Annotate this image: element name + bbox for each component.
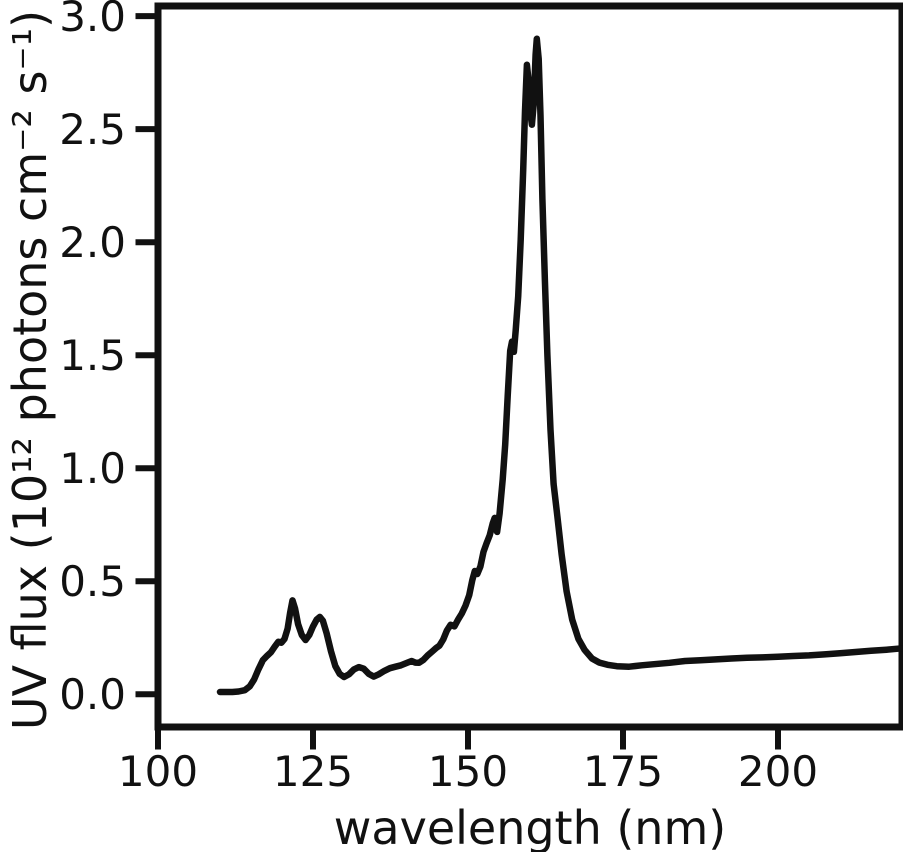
y-axis-label: UV flux (10¹² photons cm⁻² s⁻¹) — [3, 10, 57, 730]
x-tick-label: 150 — [428, 747, 508, 796]
y-tick-label: 0.5 — [59, 557, 126, 606]
y-tick-label: 0.0 — [59, 670, 126, 719]
spectrum-line — [216, 35, 903, 696]
x-tick-label: 125 — [273, 747, 353, 796]
y-tick-label: 3.0 — [59, 0, 126, 41]
plot-border — [154, 2, 903, 731]
x-tick-label: 200 — [738, 747, 818, 796]
y-tick-label: 2.5 — [59, 105, 126, 154]
x-tick-label: 175 — [583, 747, 663, 796]
plot-area: 100 125 150 175 200 0.0 0.5 1.0 1.5 2.0 2.5 3.0 — [59, 0, 903, 796]
x-tick-label: 100 — [118, 747, 198, 796]
y-tick-label: 1.0 — [59, 444, 126, 493]
y-tick-label: 2.0 — [59, 218, 126, 267]
y-tick-label: 1.5 — [59, 331, 126, 380]
x-axis-label: wavelength (nm) — [334, 801, 726, 852]
